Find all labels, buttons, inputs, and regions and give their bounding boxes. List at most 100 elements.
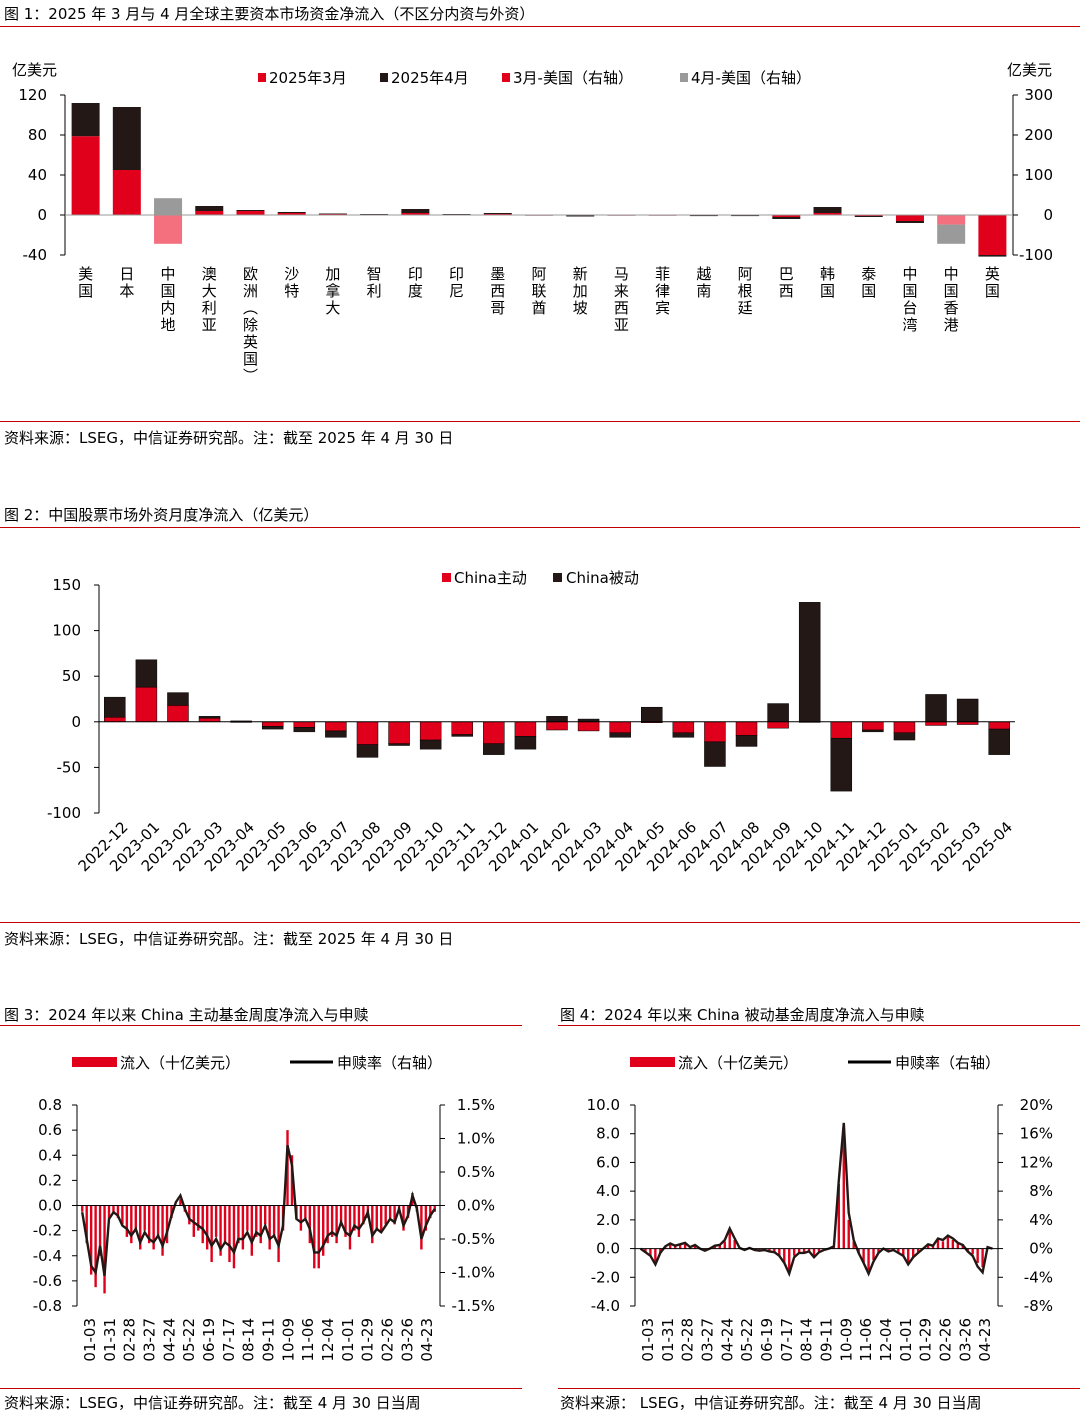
category-label-char: 亚 [202, 316, 217, 334]
bar-passive [547, 716, 568, 721]
figure4-chart: -4.0-2.00.02.04.06.08.010.0-8%-4%0%4%8%1… [558, 1026, 1080, 1384]
right-axis-unit: 亿美元 [1007, 61, 1052, 79]
legend-label: 申赎率（右轴） [337, 1054, 442, 1072]
flow-bar [304, 1206, 306, 1219]
category-label-char: 西 [490, 282, 505, 300]
x-tick-label: 08-14 [798, 1318, 816, 1362]
category-label-char: 阿 [738, 265, 753, 283]
bar-segment-april [72, 103, 100, 136]
right-tick-label: 20% [1020, 1096, 1053, 1114]
legend-swatch-bar [72, 1057, 117, 1067]
category-label-char: 律 [655, 282, 670, 300]
bar-segment-march [236, 211, 264, 215]
right-tick-label: -0.5% [451, 1230, 495, 1248]
flow-bar [942, 1241, 944, 1248]
flow-bar [210, 1206, 212, 1263]
right-tick-label: 0.0% [457, 1197, 495, 1215]
category-label-char: 越 [696, 265, 711, 283]
category-label-char: 新 [573, 265, 588, 283]
category-label-char: 英 [243, 333, 258, 351]
x-tick-label: 01-03 [639, 1318, 657, 1362]
bar-passive [926, 694, 947, 721]
category-label-char: 中 [902, 265, 917, 283]
category-label-char: ︶ [243, 367, 258, 385]
legend-label: 申赎率（右轴） [895, 1054, 1000, 1072]
category-label-char: 墨 [490, 265, 505, 283]
flow-bar [729, 1231, 731, 1248]
bar-segment-march [154, 215, 182, 244]
x-tick-label: 08-14 [240, 1318, 258, 1362]
flow-bar [389, 1206, 391, 1219]
x-tick-label: 02-26 [936, 1318, 954, 1362]
bar-active [199, 718, 220, 722]
bar-passive [199, 716, 220, 718]
category-label-char: 加 [325, 265, 340, 283]
bar-segment-march [113, 170, 141, 215]
category-label-char: 台 [902, 299, 917, 317]
y-tick-label: 100 [52, 622, 81, 640]
category-label-char: 利 [202, 299, 217, 317]
flow-bar [976, 1249, 978, 1263]
right-tick-label: 12% [1020, 1153, 1053, 1171]
bar-passive [704, 742, 725, 767]
x-tick-label: 09-11 [259, 1318, 277, 1362]
category-label-char: 拿 [325, 282, 340, 300]
right-tick-label: 0% [1029, 1240, 1053, 1258]
bar-active [104, 717, 125, 722]
x-tick-label: 03-26 [398, 1318, 416, 1362]
left-tick-label: 0.4 [38, 1146, 62, 1164]
x-tick-label: 03-27 [698, 1318, 716, 1362]
category-label-char: 亚 [614, 316, 629, 334]
category-label-char: 国 [243, 350, 258, 368]
figure1-bottom-rule [0, 421, 1080, 422]
flow-bar [947, 1237, 949, 1248]
x-tick-label: 05-22 [738, 1318, 756, 1362]
bar-active [357, 722, 378, 745]
x-tick-label: 03-27 [140, 1318, 158, 1362]
category-label-char: 根 [738, 282, 753, 300]
left-tick-label: 0.6 [38, 1121, 62, 1139]
legend-swatch [380, 73, 388, 82]
x-tick-label: 02-28 [679, 1318, 697, 1362]
left-tick-label: -0.6 [33, 1272, 62, 1290]
flow-bar [251, 1206, 253, 1256]
flow-bar [215, 1206, 217, 1237]
figure4-source: 资料来源： LSEG，中信证券研究部。注：截至 4 月 30 日当周 [560, 1393, 981, 1413]
x-tick-label: 01-31 [101, 1318, 119, 1362]
category-label-char: 香 [944, 299, 959, 317]
bar-passive [167, 693, 188, 706]
right-tick-label: 4% [1029, 1211, 1053, 1229]
legend-label: China主动 [454, 569, 527, 587]
category-label-char: 本 [119, 282, 134, 300]
right-tick-label: 200 [1024, 126, 1053, 144]
bar-active [736, 722, 757, 736]
category-label-char: 国 [902, 282, 917, 300]
left-tick-label: 4.0 [596, 1182, 620, 1200]
bar-passive [104, 697, 125, 717]
category-label-char: 国 [985, 282, 1000, 300]
bar-passive [862, 730, 883, 732]
left-tick-label: 6.0 [596, 1153, 620, 1171]
legend-swatch [442, 573, 451, 582]
bar-active [325, 722, 346, 731]
flow-bar [376, 1206, 378, 1231]
category-label-char: 港 [944, 316, 959, 334]
bar-passive [768, 704, 789, 722]
bar-active [831, 722, 852, 738]
right-tick-label: 8% [1029, 1182, 1053, 1200]
bar-passive [483, 744, 504, 755]
category-label-char: 宾 [655, 299, 670, 317]
bar-segment-march [937, 215, 965, 225]
x-tick-label: 11-06 [299, 1318, 317, 1362]
category-label-char: 除 [243, 316, 258, 334]
flow-bar [260, 1206, 262, 1244]
bar-active [926, 722, 947, 726]
legend-label: 流入（十亿美元） [678, 1054, 798, 1072]
bar-passive [641, 707, 662, 722]
flow-bar [94, 1206, 96, 1288]
left-tick-label: 0.0 [38, 1197, 62, 1215]
x-tick-label: 04-24 [718, 1318, 736, 1362]
category-label-char: 英 [985, 265, 1000, 283]
category-label-char: 特 [284, 282, 299, 300]
category-label-char: 地 [161, 316, 176, 334]
